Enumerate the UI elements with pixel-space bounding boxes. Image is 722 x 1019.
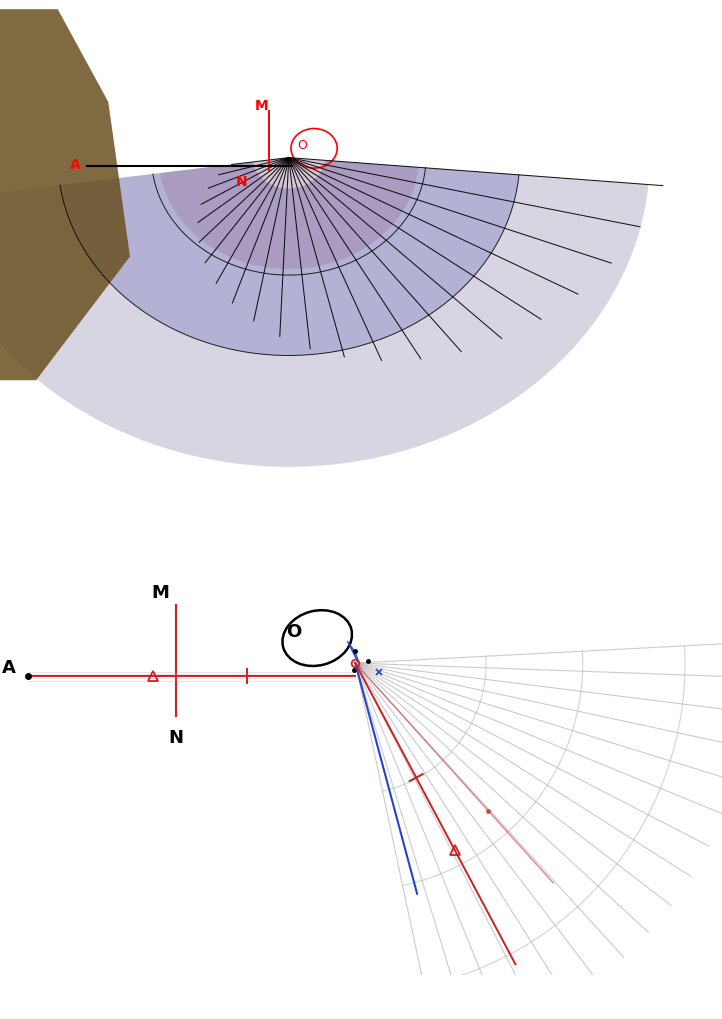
Polygon shape — [347, 641, 361, 669]
Text: N: N — [236, 175, 248, 189]
Polygon shape — [0, 161, 648, 468]
Polygon shape — [60, 161, 519, 356]
Text: M: M — [152, 583, 170, 601]
Text: O: O — [286, 623, 301, 641]
Text: M: M — [254, 99, 269, 113]
Text: N: N — [169, 729, 183, 747]
Text: A: A — [2, 658, 16, 676]
Text: O: O — [297, 139, 307, 152]
Polygon shape — [0, 10, 130, 381]
Polygon shape — [160, 158, 418, 270]
Text: A: A — [71, 158, 81, 171]
